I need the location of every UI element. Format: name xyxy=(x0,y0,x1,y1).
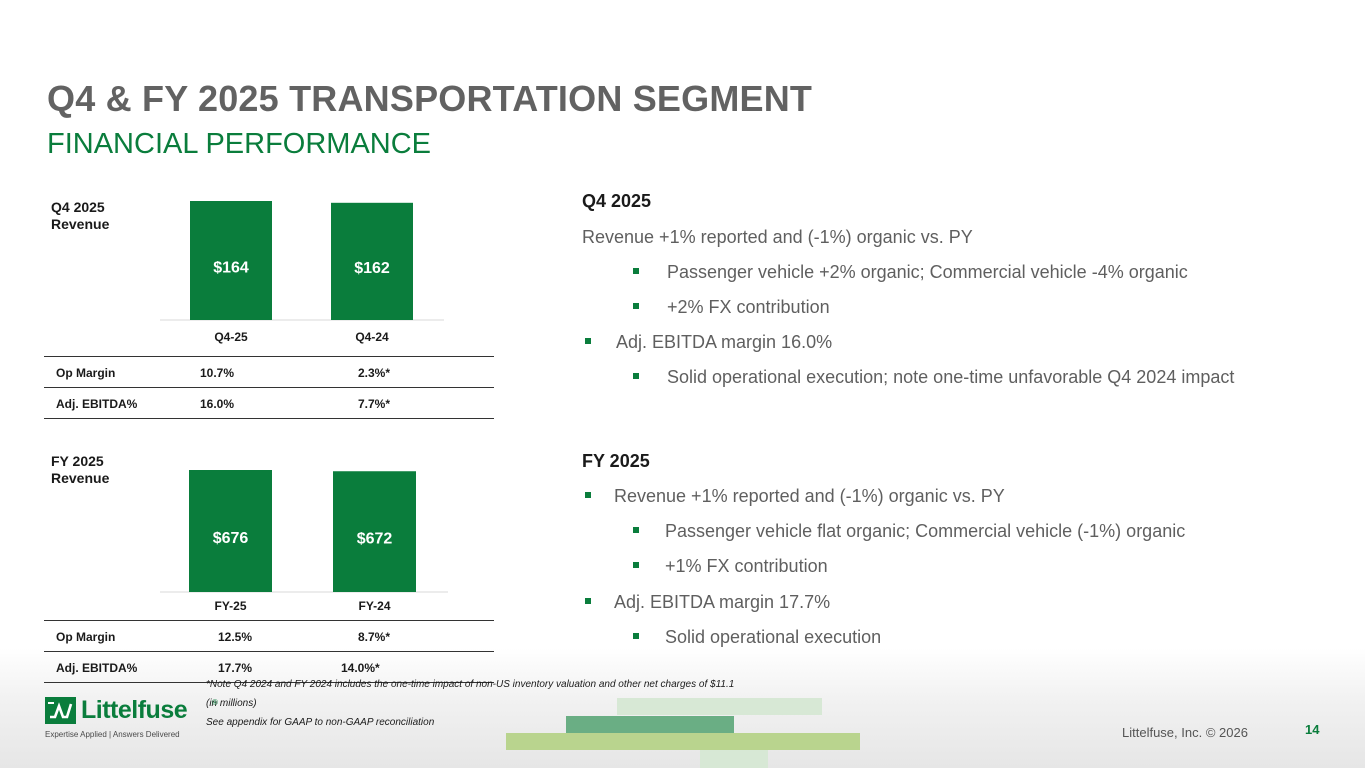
fy-ebitda-text: Adj. EBITDA margin 17.7% xyxy=(614,592,831,612)
q4-ebitda-row: Adj. EBITDA% 16.0% 7.7%* xyxy=(44,387,494,419)
fy-bar-fy-24 xyxy=(333,471,416,592)
q4-commentary-heading: Q4 2025 xyxy=(582,191,652,211)
copyright-text: Littelfuse, Inc. © 2026 xyxy=(1122,725,1248,740)
q4-bullet-4 xyxy=(633,373,639,379)
q4-bar-value-label: $164 xyxy=(213,259,249,276)
q4-op-margin-label: Op Margin xyxy=(56,366,116,380)
page-number: 14 xyxy=(1305,722,1320,737)
q4-chart-label-line1: Q4 2025 xyxy=(51,199,105,215)
decorative-bar-lime xyxy=(506,733,860,750)
q4-sub2-text: +2% FX contribution xyxy=(667,297,830,317)
q4-bullet-2 xyxy=(633,303,639,309)
q4-bar-value-label: $162 xyxy=(354,260,390,277)
fy-metrics-table: Op Margin 12.5% 8.7%* Adj. EBITDA% 17.7%… xyxy=(44,620,494,683)
q4-metrics-table: Op Margin 10.7% 2.3%* Adj. EBITDA% 16.0%… xyxy=(44,356,494,419)
fy-bar-value-label: $676 xyxy=(213,530,249,547)
fy-sub1-text: Passenger vehicle flat organic; Commerci… xyxy=(665,521,1186,541)
fy-bar-fy-25 xyxy=(189,470,272,592)
fy-sub2-text: +1% FX contribution xyxy=(665,556,828,576)
decorative-bar-light xyxy=(617,698,822,715)
fy-chart-label-line1: FY 2025 xyxy=(51,453,104,469)
fy-ebitda-prior: 14.0%* xyxy=(341,661,380,675)
fy-ebitda-current: 17.7% xyxy=(218,661,253,675)
q4-op-margin-prior: 2.3%* xyxy=(358,366,391,380)
fy-category-label: FY-25 xyxy=(214,599,246,613)
q4-sub3-text: Solid operational execution; note one-ti… xyxy=(667,367,1235,387)
q4-sub1-text: Passenger vehicle +2% organic; Commercia… xyxy=(667,262,1188,282)
fy-bullet-2 xyxy=(633,527,639,533)
q4-ebitda-current: 16.0% xyxy=(200,397,235,411)
fy-bullet-3 xyxy=(633,562,639,568)
q4-op-margin-row: Op Margin 10.7% 2.3%* xyxy=(44,356,494,387)
q4-op-margin-current: 10.7% xyxy=(200,366,235,380)
fy-revenue-chart: $676 FY-25 $672 FY-24 xyxy=(160,470,448,613)
q4-chart-label-line2: Revenue xyxy=(51,216,110,232)
q4-category-label: Q4-25 xyxy=(214,330,248,344)
decorative-bar-mid xyxy=(566,716,734,733)
q4-bullet-1 xyxy=(633,268,639,274)
logo-registered-mark: ® xyxy=(212,698,218,707)
fy-category-label: FY-24 xyxy=(358,599,390,613)
q4-chart-label: Q4 2025 Revenue xyxy=(51,199,109,233)
fy-commentary-heading: FY 2025 xyxy=(582,451,650,471)
q4-revenue-text: Revenue +1% reported and (-1%) organic v… xyxy=(582,227,973,247)
fy-chart-label-line2: Revenue xyxy=(51,470,110,486)
q4-ebitda-text: Adj. EBITDA margin 16.0% xyxy=(616,332,833,352)
logo-tagline: Expertise Applied | Answers Delivered xyxy=(45,730,180,739)
fy-bullet-5 xyxy=(633,633,639,639)
fy-bullet-1 xyxy=(585,492,591,498)
fy-op-margin-label: Op Margin xyxy=(56,630,116,644)
page-subtitle: FINANCIAL PERFORMANCE xyxy=(47,128,432,160)
page-title: Q4 & FY 2025 TRANSPORTATION SEGMENT xyxy=(47,78,813,119)
logo-wordmark: Littelfuse xyxy=(81,696,188,724)
q4-bullet-3 xyxy=(585,338,591,344)
fy-revenue-text: Revenue +1% reported and (-1%) organic v… xyxy=(614,486,1005,506)
fy-op-margin-row: Op Margin 12.5% 8.7%* xyxy=(44,620,494,651)
fy-sub3-text: Solid operational execution xyxy=(665,627,882,647)
fy-bar-value-label: $672 xyxy=(357,531,393,548)
fy-ebitda-row: Adj. EBITDA% 17.7% 14.0%* xyxy=(44,651,494,683)
decorative-bar-small xyxy=(700,750,768,768)
q4-bar-q4-25 xyxy=(190,201,272,320)
q4-bar-q4-24 xyxy=(331,202,413,320)
fy-op-margin-current: 12.5% xyxy=(218,630,253,644)
q4-category-label: Q4-24 xyxy=(355,330,389,344)
littelfuse-logo-icon xyxy=(45,697,76,724)
q4-ebitda-label: Adj. EBITDA% xyxy=(56,397,138,411)
footnote-units: (in millions) xyxy=(206,698,257,709)
footnote-appendix: See appendix for GAAP to non-GAAP reconc… xyxy=(206,717,435,728)
fy-bullet-4 xyxy=(585,598,591,604)
q4-revenue-chart: $164 Q4-25 $162 Q4-24 xyxy=(160,201,444,344)
fy-chart-label: FY 2025 Revenue xyxy=(51,453,109,487)
q4-ebitda-prior: 7.7%* xyxy=(358,397,391,411)
fy-op-margin-prior: 8.7%* xyxy=(358,630,391,644)
fy-ebitda-label: Adj. EBITDA% xyxy=(56,661,138,675)
footnote-note: *Note Q4 2024 and FY 2024 includes the o… xyxy=(206,679,735,690)
